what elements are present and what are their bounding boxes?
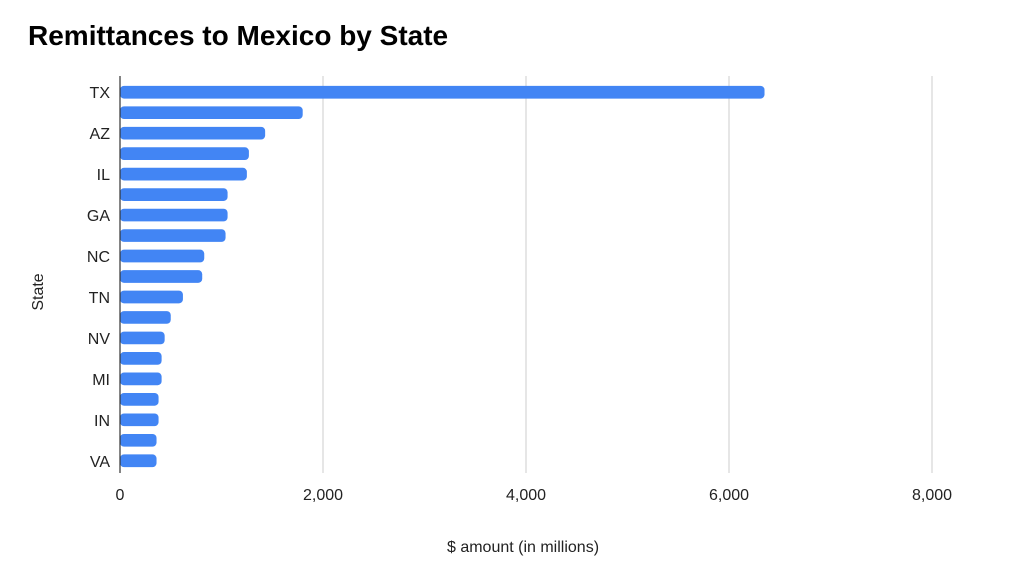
bar-row-10	[120, 270, 203, 283]
x-tick-labels: 0 2,000 4,000 6,000 8,000	[116, 487, 953, 504]
bar-row-18	[120, 433, 157, 447]
bar-row-8	[120, 229, 226, 242]
y-tick-label: GA	[87, 208, 110, 225]
x-tick-label: 0	[116, 487, 125, 504]
bar-AZ	[120, 126, 266, 140]
y-tick-labels: TX AZ IL GA NC TN NV MI IN VA	[87, 85, 110, 471]
y-tick-label: NV	[88, 331, 111, 348]
x-tick-label: 8,000	[912, 487, 952, 504]
bar-IL	[120, 167, 247, 181]
bar-NC	[120, 249, 205, 263]
y-tick-label: TX	[90, 85, 111, 102]
bar-row-14	[120, 352, 162, 365]
y-tick-label: TN	[89, 290, 110, 307]
bars	[120, 85, 765, 468]
bar-MI	[120, 372, 162, 386]
bar-VA	[120, 454, 157, 468]
bar-GA	[120, 208, 228, 222]
bar-TX	[120, 85, 765, 99]
x-tick-label: 6,000	[709, 487, 749, 504]
bar-row-4	[120, 147, 249, 161]
bar-row-12	[120, 311, 171, 324]
x-axis-title: $ amount (in millions)	[447, 539, 599, 556]
y-tick-label: AZ	[90, 126, 111, 143]
y-tick-label: VA	[90, 454, 110, 471]
y-tick-label: MI	[92, 372, 110, 389]
y-tick-label: IN	[94, 413, 110, 430]
bar-row-2	[120, 106, 303, 120]
chart-title: Remittances to Mexico by State	[28, 20, 449, 51]
gridlines	[322, 76, 933, 473]
x-tick-label: 2,000	[303, 487, 343, 504]
x-tick-label: 4,000	[506, 487, 546, 504]
y-axis-title: State	[30, 273, 47, 310]
bar-row-16	[120, 392, 159, 406]
bar-NV	[120, 331, 165, 345]
y-tick-label: NC	[87, 249, 110, 266]
bar-row-6	[120, 188, 228, 201]
bar-TN	[120, 290, 183, 304]
bar-IN	[120, 413, 159, 427]
y-tick-label: IL	[97, 167, 110, 184]
